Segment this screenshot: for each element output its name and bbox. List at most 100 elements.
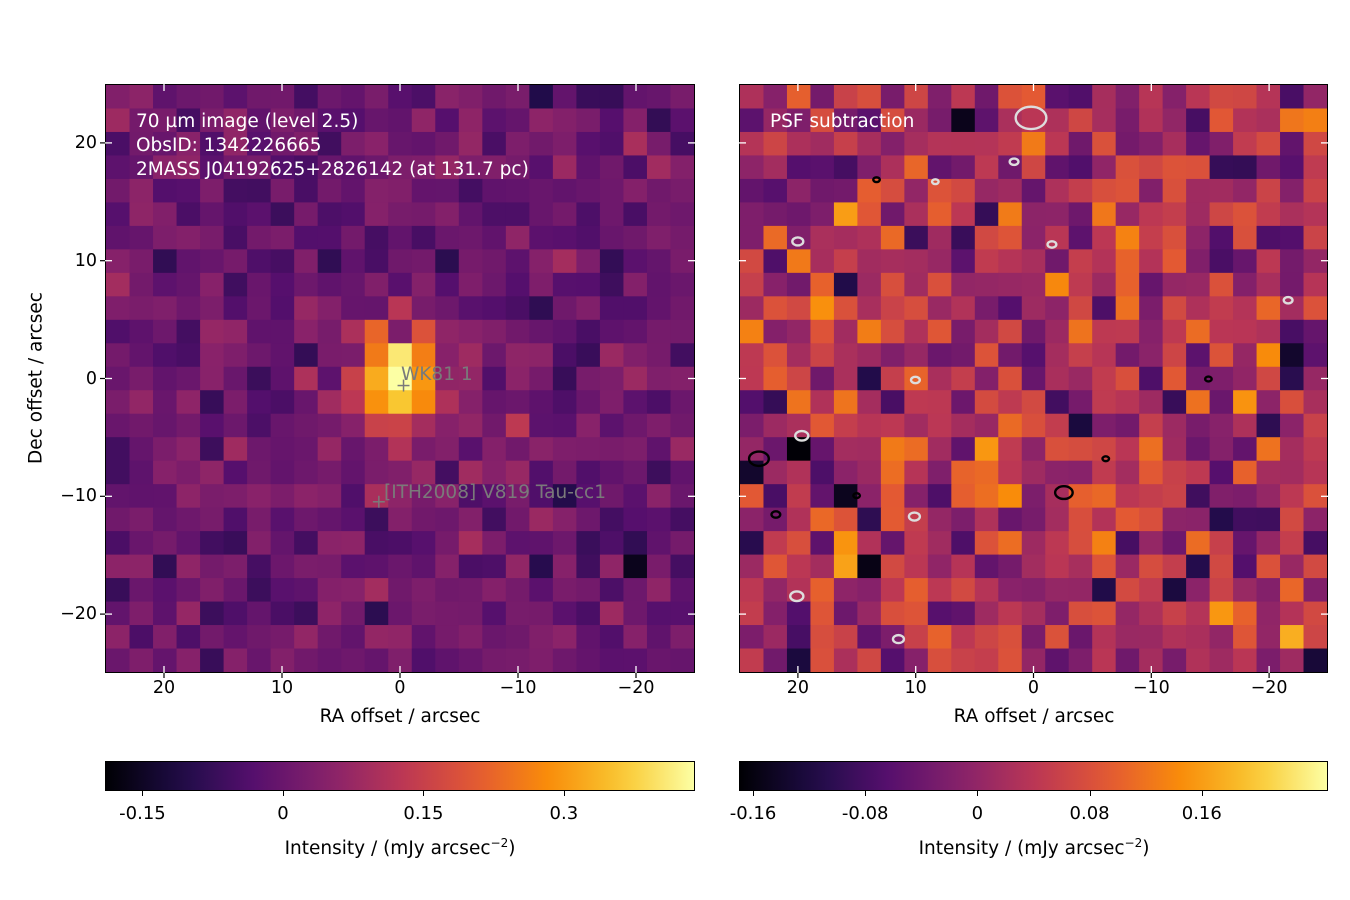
map-pixel: [458, 648, 483, 672]
map-pixel: [786, 484, 812, 509]
map-pixel: [200, 460, 225, 485]
map-pixel: [623, 272, 648, 297]
map-pixel: [129, 413, 154, 438]
map-pixel: [670, 484, 694, 509]
map-pixel: [646, 531, 672, 556]
map-pixel: [552, 202, 577, 227]
map-pixel: [1256, 531, 1281, 556]
map-pixel: [552, 578, 577, 603]
map-pixel: [646, 225, 672, 250]
map-pixel: [623, 625, 648, 650]
map-pixel: [247, 484, 272, 509]
map-pixel: [646, 413, 672, 438]
map-pixel: [270, 296, 295, 321]
map-pixel: [364, 507, 389, 532]
map-pixel: [270, 155, 295, 180]
map-pixel: [317, 343, 342, 368]
contour-line: [770, 510, 782, 519]
map-pixel: [1092, 155, 1117, 180]
map-pixel: [341, 343, 366, 368]
map-pixel: [411, 272, 436, 297]
map-pixel: [388, 272, 413, 297]
map-pixel: [763, 85, 788, 110]
map-pixel: [1021, 155, 1046, 180]
map-pixel: [153, 531, 178, 556]
map-pixel: [576, 554, 601, 579]
map-pixel: [927, 484, 952, 509]
map-pixel: [880, 413, 905, 438]
map-pixel: [294, 343, 319, 368]
map-pixel: [435, 249, 460, 274]
map-pixel: [810, 601, 835, 626]
map-pixel: [129, 296, 154, 321]
colorbar-tick-label: -0.16: [729, 803, 777, 824]
map-pixel: [974, 531, 999, 556]
map-pixel: [1092, 484, 1117, 509]
map-pixel: [505, 202, 530, 227]
source-marker: [397, 379, 410, 392]
map-pixel: [411, 390, 436, 415]
map-pixel: [1068, 319, 1093, 344]
map-pixel: [740, 366, 765, 391]
map-pixel: [341, 554, 366, 579]
map-pixel: [1139, 578, 1164, 603]
map-pixel: [341, 366, 366, 391]
map-pixel: [505, 85, 530, 110]
map-pixel: [833, 296, 858, 321]
map-pixel: [1303, 601, 1327, 626]
map-pixel: [176, 131, 201, 157]
map-pixel: [670, 131, 694, 157]
map-pixel: [482, 625, 507, 650]
map-pixel: [1303, 390, 1327, 415]
map-pixel: [576, 272, 601, 297]
map-pixel: [998, 296, 1023, 321]
map-pixel: [223, 413, 248, 438]
map-pixel: [1045, 131, 1070, 157]
map-pixel: [435, 484, 460, 509]
map-pixel: [294, 437, 319, 462]
map-pixel: [1092, 413, 1117, 438]
map-pixel: [740, 202, 765, 227]
map-pixel: [646, 601, 672, 626]
map-pixel: [364, 625, 389, 650]
map-pixel: [599, 625, 625, 650]
map-pixel: [599, 531, 625, 556]
x-tick-label: −20: [617, 678, 655, 698]
map-pixel: [153, 178, 178, 203]
map-pixel: [857, 413, 882, 438]
map-pixel: [951, 531, 976, 556]
image-panel-70um: 70 µm image (level 2.5) ObsID: 134222666…: [105, 84, 695, 673]
map-pixel: [951, 202, 976, 227]
map-pixel: [458, 343, 483, 368]
map-pixel: [1303, 460, 1327, 485]
map-pixel: [341, 625, 366, 650]
map-pixel: [247, 531, 272, 556]
map-pixel: [1068, 601, 1093, 626]
map-pixel: [1139, 225, 1164, 250]
map-pixel: [129, 601, 154, 626]
map-pixel: [740, 648, 765, 672]
map-pixel: [740, 507, 765, 532]
map-pixel: [176, 366, 201, 391]
map-pixel: [106, 108, 131, 133]
map-pixel: [623, 578, 648, 603]
colorbar-tick: [977, 790, 979, 796]
map-pixel: [1045, 272, 1070, 297]
map-pixel: [1256, 437, 1281, 462]
map-pixel: [1233, 178, 1258, 203]
map-pixel: [552, 554, 577, 579]
map-pixel: [153, 437, 178, 462]
map-pixel: [505, 648, 530, 672]
map-pixel: [435, 319, 460, 344]
map-pixel: [505, 296, 530, 321]
map-pixel: [106, 390, 131, 415]
map-pixel: [458, 366, 483, 391]
map-pixel: [247, 319, 272, 344]
colorbar-label-right: Intensity / (mJy arcsec−2): [919, 836, 1150, 859]
map-pixel: [670, 578, 694, 603]
map-pixel: [951, 319, 976, 344]
x-axis-label-right: RA offset / arcsec: [953, 706, 1115, 727]
map-pixel: [223, 625, 248, 650]
map-pixel: [880, 437, 905, 462]
map-pixel: [670, 648, 694, 672]
